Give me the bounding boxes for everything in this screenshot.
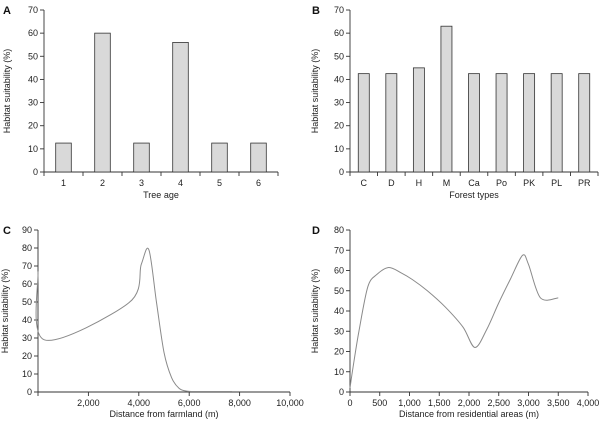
y-tick-label: 60 [22, 279, 32, 289]
y-tick-label: 60 [334, 266, 344, 276]
bar-6 [250, 142, 267, 173]
y-tick-label: 30 [334, 326, 344, 336]
x-tick-label: Po [496, 178, 507, 188]
y-tick-label: 50 [22, 297, 32, 307]
bar-pk [523, 73, 536, 173]
y-tick-label: 30 [334, 98, 344, 108]
y-tick-label: 0 [339, 387, 344, 397]
chart-panel-b: B 0 10 20 30 40 50 60 70 Habitat suitability (%) F… [310, 5, 599, 200]
x-axis-title: Distance from farmland (m) [109, 409, 218, 419]
x-tick-label: 6,000 [178, 398, 201, 408]
y-tick-label: 0 [27, 387, 32, 397]
chart-panel-d: D 0 10 20 30 40 50 60 70 80 Habitat suitability (%… [310, 225, 599, 419]
y-axis-title: Habitat suitability (%) [310, 269, 320, 354]
y-tick-label: 30 [28, 98, 38, 108]
panel-letter: D [312, 225, 320, 237]
chart-panel-a: A 0 10 20 30 40 50 60 70 Habitat suitability (%) T… [2, 5, 279, 200]
y-tick-label: 10 [28, 144, 38, 154]
bar-3 [133, 142, 150, 173]
x-tick-label: PK [523, 178, 535, 188]
y-tick-label: 40 [28, 74, 38, 84]
y-tick-label: 10 [334, 367, 344, 377]
bar-pl [550, 73, 563, 173]
x-tick-label: 4,000 [577, 398, 600, 408]
x-tick-label: 500 [372, 398, 387, 408]
x-tick-label: Ca [468, 178, 480, 188]
x-tick-label: 3 [139, 178, 144, 188]
x-tick-label: PR [578, 178, 591, 188]
x-tick-label: 3,500 [547, 398, 570, 408]
x-tick-label: D [388, 178, 395, 188]
bar-5 [211, 142, 228, 173]
x-tick-label: 2,000 [77, 398, 100, 408]
bar-ca [468, 73, 480, 173]
y-tick-label: 20 [334, 121, 344, 131]
x-tick-label: 10,000 [276, 398, 304, 408]
x-tick-label: M [443, 178, 451, 188]
x-tick-label: 1,500 [428, 398, 451, 408]
y-tick-label: 20 [22, 351, 32, 361]
x-tick-label: 6 [256, 178, 261, 188]
x-tick-label: 2,500 [487, 398, 510, 408]
y-tick-label: 40 [334, 306, 344, 316]
panel-letter: A [3, 5, 11, 17]
x-tick-label: 1 [61, 178, 66, 188]
y-tick-label: 40 [22, 315, 32, 325]
bar-1 [55, 142, 72, 173]
y-tick-label: 20 [28, 121, 38, 131]
x-axis-title: Distance from residential areas (m) [399, 409, 539, 419]
y-tick-label: 50 [28, 51, 38, 61]
x-tick-label: 4,000 [128, 398, 151, 408]
x-axis-title: Forest types [449, 190, 499, 200]
y-tick-label: 70 [334, 245, 344, 255]
x-tick-label: H [416, 178, 423, 188]
x-tick-label: 3,000 [517, 398, 540, 408]
bar-4 [172, 42, 189, 173]
y-tick-label: 0 [33, 167, 38, 177]
x-tick-label: C [361, 178, 368, 188]
y-tick-label: 70 [334, 5, 344, 15]
bar-c [357, 73, 370, 173]
y-tick-label: 90 [22, 225, 32, 235]
x-axis-title: Tree age [143, 190, 179, 200]
y-tick-label: 70 [28, 5, 38, 15]
y-tick-label: 70 [22, 261, 32, 271]
series-line [349, 254, 559, 389]
x-tick-label: PL [551, 178, 562, 188]
y-tick-label: 60 [28, 28, 38, 38]
bar-d [385, 73, 398, 173]
x-tick-label: 5 [217, 178, 222, 188]
x-tick-label: 8,000 [228, 398, 251, 408]
x-tick-label: 2 [100, 178, 105, 188]
y-axis-title: Habitat suitability (%) [2, 49, 12, 134]
y-tick-label: 50 [334, 51, 344, 61]
bar-po [495, 73, 508, 173]
series-line [35, 247, 233, 392]
y-tick-label: 60 [334, 28, 344, 38]
x-tick-label: 4 [178, 178, 183, 188]
bar-2 [94, 32, 111, 173]
y-tick-label: 10 [334, 144, 344, 154]
bar-pr [578, 73, 591, 173]
x-tick-label: 0 [347, 398, 352, 408]
panel-letter: B [312, 5, 320, 17]
bar-h [412, 67, 425, 173]
bar-m [440, 25, 453, 173]
y-axis-title: Habitat suitability (%) [0, 269, 10, 354]
y-tick-label: 20 [334, 347, 344, 357]
y-axis-title: Habitat suitability (%) [310, 49, 320, 134]
x-tick-label: 2,000 [458, 398, 481, 408]
y-tick-label: 30 [22, 333, 32, 343]
panel-letter: C [3, 225, 11, 237]
chart-panel-c: C 0 10 20 30 40 50 60 70 80 90 Habitat suitability … [0, 225, 304, 419]
y-tick-label: 80 [22, 243, 32, 253]
y-tick-label: 10 [22, 369, 32, 379]
y-tick-label: 40 [334, 74, 344, 84]
y-tick-label: 0 [339, 167, 344, 177]
y-tick-label: 50 [334, 286, 344, 296]
y-tick-label: 80 [334, 225, 344, 235]
x-tick-label: 1,000 [398, 398, 421, 408]
